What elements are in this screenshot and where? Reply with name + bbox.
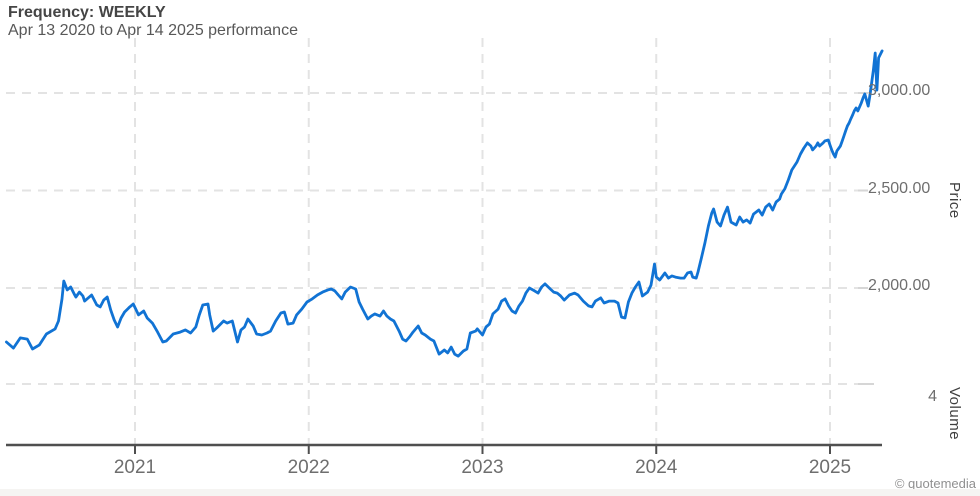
x-axis-label-2022: 2022 — [287, 457, 330, 478]
price-axis-label: 2,000.00 — [868, 277, 931, 294]
volume-axis-label: 4 — [928, 388, 937, 405]
chart-subtitle: Apr 13 2020 to Apr 14 2025 performance — [8, 22, 298, 39]
volume-axis-title: Volume — [946, 387, 963, 441]
x-axis-label-2025: 2025 — [808, 457, 852, 478]
x-axis-label-2024: 2024 — [635, 457, 678, 478]
price-axis-label: 2,500.00 — [868, 179, 931, 197]
price-series-line — [5, 49, 884, 358]
x-axis-label-2021: 2021 — [113, 457, 157, 478]
x-axis-label-2023: 2023 — [461, 457, 504, 478]
price-axis-label: 3,000.00 — [868, 82, 931, 99]
copyright-attribution: © quotemedia — [894, 476, 976, 491]
bottom-edge-band — [0, 489, 980, 496]
price-axis-title: Price — [946, 182, 963, 219]
chart-title: Frequency: WEEKLY — [8, 4, 166, 21]
